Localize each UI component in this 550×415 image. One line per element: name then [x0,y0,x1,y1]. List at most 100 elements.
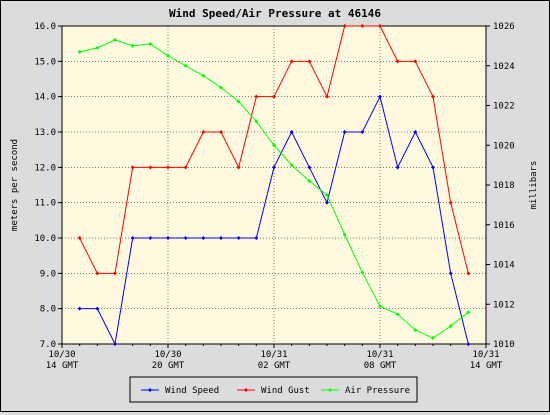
wind-gust-legend-label: Wind Gust [261,386,310,396]
air-pressure-point [236,99,241,104]
wind-gust-point [201,130,206,134]
wind-speed-point [148,236,153,240]
x-tick-label-time: 14 GMT [46,361,79,371]
left-axis-title: meters per second [10,139,20,231]
wind-speed-point [77,306,82,311]
right-y-axis: 1010 1012 1014 1016 1018 1020 1022 1024 1026 [486,22,515,350]
air-pressure-point [466,310,471,315]
wind-gust-point [113,271,117,276]
wind-gust-point [307,59,312,64]
wind-gust-point [448,200,453,205]
wind-speed-point [130,236,135,240]
wind-speed-point [183,236,188,240]
x-tick-label-time: 14 GMT [470,361,503,371]
wind-gust-point [431,94,435,99]
wind-speed-point [272,165,276,170]
wind-gust-point [166,165,170,170]
air-pressure-legend-marker [328,388,332,392]
air-pressure-point [395,312,400,317]
y-tick-label: 11.0 [34,199,56,209]
y-tick-label: 12.0 [34,163,56,173]
air-pressure-point [201,73,206,78]
wind-gust-point [130,165,135,170]
x-tick-label-date: 10/30 [154,350,181,360]
air-pressure-point [342,232,347,237]
air-pressure-point [378,304,382,309]
y-tick-label: 14.0 [34,93,56,103]
y2-tick-label: 1016 [493,221,515,231]
x-tick-label-date: 10/30 [48,350,75,360]
air-pressure-point [148,41,153,46]
wind-speed-point [95,306,100,311]
y2-tick-label: 1026 [493,22,515,32]
wind-gust-point [95,271,100,276]
wind-gust-point [413,59,418,64]
air-pressure-point [130,43,135,48]
wind-speed-point [413,130,418,134]
y-tick-label: 10.0 [34,234,56,244]
y2-tick-label: 1018 [493,181,515,191]
air-pressure-point [254,119,259,124]
air-pressure-point [325,192,329,197]
wind-gust-point [360,24,365,28]
air-pressure-point [77,49,82,54]
y2-tick-label: 1022 [493,102,515,112]
wind-speed-point [431,165,435,170]
air-pressure-point [431,336,435,341]
wind-speed-legend-marker [148,388,152,392]
left-y-axis: 7.0 8.0 9.0 10.0 11.0 12.0 13.0 14.0 15.0 16.0 [34,22,62,350]
wind-speed-point [289,130,294,134]
y-tick-label: 7.0 [40,340,56,350]
air-pressure-point [448,324,453,329]
right-axis-title: millibars [529,161,539,210]
wind-gust-point [148,165,153,170]
wind-speed-point [325,200,329,205]
x-tick-label-time: 08 GMT [364,361,397,371]
legend-items: Wind Speed Wind Gust Air Pressure [141,386,410,396]
wind-speed-point [166,236,170,240]
y2-tick-label: 1014 [493,261,515,271]
wind-gust-point [254,94,259,99]
wind-speed-point [254,236,259,240]
wind-speed-point [466,342,471,346]
x-tick-label-date: 10/31 [472,350,499,360]
wind-speed-point [448,271,453,276]
y-tick-label: 15.0 [34,57,56,67]
wind-speed-point [378,94,382,99]
wind-gust-point [466,271,471,276]
y-tick-label: 16.0 [34,22,56,32]
legend-box [129,376,418,403]
y-tick-label: 9.0 [40,269,56,279]
x-tick-label-date: 10/31 [260,350,287,360]
chart-title: Wind Speed/Air Pressure at 46146 [169,7,381,20]
wind-gust-point [236,165,241,170]
wind-speed-point [201,236,206,240]
wind-gust-point [342,24,347,28]
air-pressure-point [183,63,188,68]
wind-gust-point [325,94,329,99]
air-pressure-point [289,163,294,168]
air-pressure-point [360,270,365,275]
legend: Wind Speed Wind Gust Air Pressure [129,376,418,403]
air-pressure-point [272,143,276,148]
air-pressure-point [413,328,418,333]
y2-tick-label: 1024 [493,62,515,72]
wind-gust-point [183,165,188,170]
air-pressure-point [219,85,223,90]
x-tick-label-date: 10/31 [366,350,393,360]
wind-speed-point [236,236,241,240]
wind-gust-point [289,59,294,64]
air-pressure-point [113,37,117,42]
wind-speed-point [395,165,400,170]
wind-gust-point [395,59,400,64]
wind-speed-point [113,342,117,346]
wind-gust-point [272,94,276,99]
wind-speed-legend-label: Wind Speed [165,386,219,396]
grid-lines [62,26,486,344]
wind-gust-legend-marker [244,388,248,392]
wind-speed-point [219,236,223,240]
wind-gust-point [219,130,223,134]
air-pressure-point [95,45,100,50]
